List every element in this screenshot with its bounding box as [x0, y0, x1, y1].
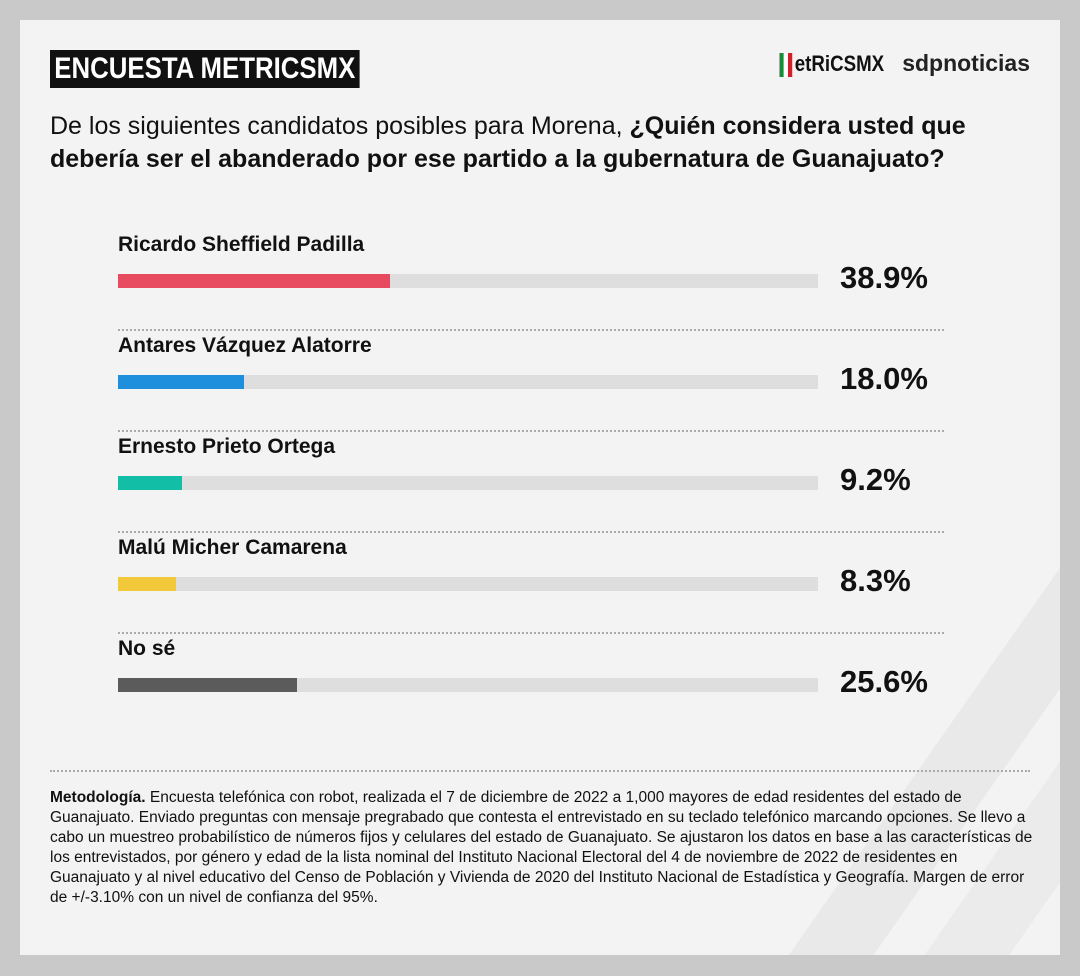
- bar-value-label: 8.3%: [840, 563, 911, 598]
- methodology-label: Metodología.: [50, 789, 146, 806]
- bar-row: Antares Vázquez Alatorre 18.0%: [118, 331, 944, 432]
- survey-question: De los siguientes candidatos posibles pa…: [50, 110, 1040, 176]
- sdpnoticias-logo: sdpnoticias: [902, 50, 1030, 76]
- bar-value-label: 38.9%: [840, 260, 928, 295]
- bar: [118, 274, 391, 288]
- bar-label: No sé: [118, 637, 176, 660]
- bar-row: Ernesto Prieto Ortega 9.2%: [118, 432, 944, 533]
- bar-row: Malú Micher Camarena 8.3%: [118, 533, 944, 634]
- bar-value-label: 25.6%: [840, 664, 928, 699]
- divider: [50, 770, 1030, 772]
- bar-track: [118, 476, 818, 490]
- bar-track: [118, 274, 818, 288]
- bar-row: Ricardo Sheffield Padilla 38.9%: [118, 230, 944, 331]
- survey-tag: ENCUESTA METRICSMX: [50, 50, 360, 88]
- bar-track: [118, 678, 818, 692]
- bar-track: [118, 375, 818, 389]
- poll-card: ENCUESTA METRICSMX etRiCSMX sdpnoticias …: [20, 20, 1060, 955]
- logos: etRiCSMX sdpnoticias: [761, 50, 1030, 77]
- question-bold-text: ¿Quién considera usted que debería ser e…: [50, 112, 966, 173]
- methodology-text: Encuesta telefónica con robot, realizada…: [50, 789, 1033, 906]
- bar-chart: Ricardo Sheffield Padilla 38.9% Antares V…: [118, 230, 944, 735]
- bar: [118, 476, 183, 490]
- bar-track: [118, 577, 818, 591]
- bar-value-label: 9.2%: [840, 462, 911, 497]
- bar: [118, 678, 298, 692]
- bar-label: Ernesto Prieto Ortega: [118, 435, 336, 458]
- bar: [118, 375, 244, 389]
- metricsmx-logo-text: etRiCSMX: [794, 50, 885, 76]
- methodology: Metodología. Encuesta telefónica con rob…: [50, 788, 1035, 908]
- question-text: De los siguientes candidatos posibles pa…: [50, 112, 630, 140]
- bar-label: Malú Micher Camarena: [118, 536, 347, 559]
- bar-value-label: 18.0%: [840, 361, 928, 396]
- bar: [118, 577, 177, 591]
- bar-label: Ricardo Sheffield Padilla: [118, 233, 365, 256]
- bar-row: No sé 25.6%: [118, 634, 944, 735]
- flag-chart-icon: [779, 52, 793, 77]
- metricsmx-logo: etRiCSMX: [779, 50, 885, 77]
- bar-label: Antares Vázquez Alatorre: [118, 334, 372, 357]
